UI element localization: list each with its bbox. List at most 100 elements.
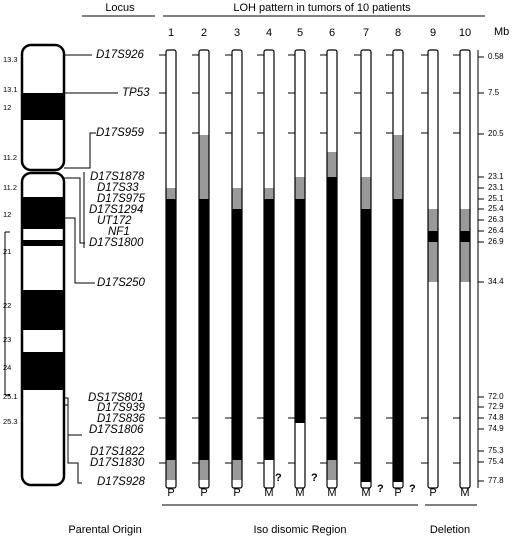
column-label: 3 bbox=[234, 27, 240, 39]
column-segment bbox=[327, 460, 337, 480]
parental-origin-label: Parental Origin bbox=[68, 524, 141, 536]
origin-label: P bbox=[167, 487, 174, 499]
column-segment bbox=[232, 188, 242, 209]
connectors bbox=[64, 54, 118, 484]
origin-label: P bbox=[200, 487, 207, 499]
band-label: 23 bbox=[3, 335, 11, 344]
origin-label: M bbox=[460, 487, 469, 499]
band-label: 12 bbox=[3, 210, 11, 219]
mb-value: 26.9 bbox=[488, 237, 504, 246]
locus-name: D17S1806 bbox=[89, 424, 144, 436]
mb-value: 34.4 bbox=[488, 277, 504, 286]
column-segment bbox=[264, 199, 274, 460]
column-segment bbox=[428, 242, 438, 282]
column-outline bbox=[360, 49, 372, 489]
column-label: 7 bbox=[363, 27, 369, 39]
locus-name: NF1 bbox=[108, 226, 130, 238]
band-label: 12 bbox=[3, 103, 11, 112]
column-segment bbox=[232, 480, 242, 488]
locus-name: D17S926 bbox=[96, 49, 145, 61]
column-segment bbox=[327, 50, 337, 152]
origin-label: P bbox=[394, 487, 401, 499]
column-label: 6 bbox=[329, 27, 335, 39]
column-segment bbox=[327, 177, 337, 460]
band-label: 22 bbox=[3, 301, 11, 310]
locus-name: D17S33 bbox=[97, 182, 139, 194]
column-segment bbox=[264, 460, 274, 488]
column-label: 2 bbox=[201, 27, 207, 39]
origin-label: M bbox=[361, 487, 370, 499]
band-label: 25.1 bbox=[3, 392, 18, 401]
column-segment bbox=[166, 50, 176, 188]
locus-name: D17S975 bbox=[97, 193, 146, 205]
column-segment bbox=[295, 50, 305, 177]
column-outline bbox=[459, 49, 471, 489]
mb-value: 75.4 bbox=[488, 457, 504, 466]
column-segment bbox=[428, 209, 438, 231]
column-segment bbox=[264, 188, 274, 199]
column-segment bbox=[166, 188, 176, 199]
column-outline bbox=[165, 49, 177, 489]
column-segment bbox=[295, 423, 305, 488]
mb-unit: Mb bbox=[494, 26, 509, 38]
column-outline bbox=[263, 49, 275, 489]
column-label: 4 bbox=[266, 27, 272, 39]
band-label: 21 bbox=[3, 247, 11, 256]
mb-value: 26.3 bbox=[488, 215, 504, 224]
locus-name: D17S939 bbox=[97, 402, 146, 414]
column-segment bbox=[428, 282, 438, 488]
column-segment bbox=[327, 152, 337, 177]
column-segment bbox=[199, 50, 209, 135]
locus-header: Locus bbox=[105, 2, 135, 14]
column-label: 9 bbox=[430, 27, 436, 39]
locus-name: DS17S801 bbox=[88, 392, 144, 404]
column-segment bbox=[460, 282, 470, 488]
column-outline bbox=[198, 49, 210, 489]
mb-value: 26.4 bbox=[488, 226, 504, 235]
pattern-title: LOH pattern in tumors of 10 patients bbox=[233, 2, 411, 14]
origin-label: M bbox=[327, 487, 336, 499]
question-mark: ? bbox=[275, 472, 282, 484]
origin-label: P bbox=[429, 487, 436, 499]
column-segment bbox=[393, 50, 403, 135]
column-segment bbox=[393, 199, 403, 482]
column-segment bbox=[460, 50, 470, 209]
locus-name: D17S1800 bbox=[89, 237, 144, 249]
origin-label: P bbox=[233, 487, 240, 499]
locus-name: TP53 bbox=[122, 87, 150, 99]
origin-label: M bbox=[295, 487, 304, 499]
column-segment bbox=[199, 199, 209, 460]
column-segment bbox=[232, 209, 242, 460]
question-mark: ? bbox=[409, 483, 416, 495]
column-outline bbox=[427, 49, 439, 489]
column-segment bbox=[460, 231, 470, 242]
column-label: 5 bbox=[297, 27, 303, 39]
question-mark: ? bbox=[377, 483, 384, 495]
mb-value: 0.58 bbox=[488, 52, 504, 61]
column-segment bbox=[393, 482, 403, 488]
deletion-label: Deletion bbox=[430, 524, 470, 536]
mb-value: 74.9 bbox=[488, 424, 504, 433]
band-label: 24 bbox=[3, 363, 11, 372]
column-segment bbox=[166, 199, 176, 460]
locus-name: D17S250 bbox=[97, 277, 146, 289]
mb-value: 7.5 bbox=[488, 88, 500, 97]
column-segment bbox=[232, 460, 242, 480]
column-segment bbox=[460, 242, 470, 282]
column-segment bbox=[428, 231, 438, 242]
band-label: 25.3 bbox=[3, 417, 18, 426]
column-segment bbox=[199, 135, 209, 199]
locus-name: D17S928 bbox=[97, 476, 146, 488]
column-label: 1 bbox=[168, 27, 174, 39]
band-label: 13.3 bbox=[3, 55, 18, 64]
column-segment bbox=[361, 482, 371, 488]
mb-value: 77.8 bbox=[488, 476, 504, 485]
column-segment bbox=[199, 480, 209, 488]
locus-name: D17S959 bbox=[96, 127, 145, 139]
column-segment bbox=[232, 50, 242, 188]
band-label: 13.1 bbox=[3, 85, 18, 94]
column-outline bbox=[392, 49, 404, 489]
mb-value: 25.4 bbox=[488, 204, 504, 213]
mb-value: 20.5 bbox=[488, 129, 504, 138]
